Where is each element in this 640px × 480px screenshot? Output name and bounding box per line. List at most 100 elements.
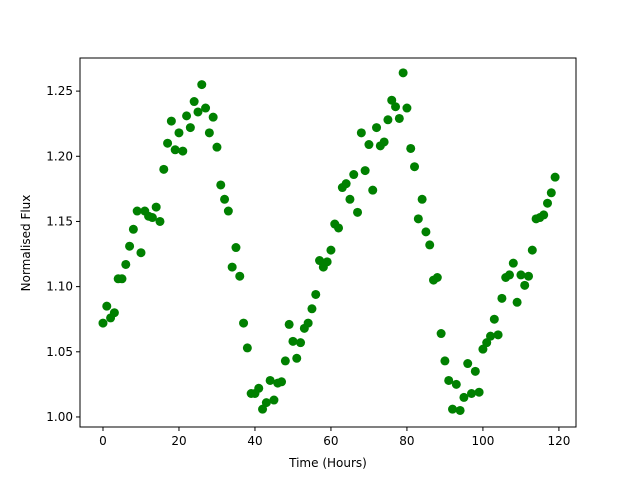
y-tick-label: 1.05 bbox=[46, 345, 73, 359]
data-point bbox=[520, 280, 530, 290]
data-point bbox=[296, 338, 306, 348]
data-point bbox=[546, 188, 556, 198]
data-point bbox=[383, 115, 393, 125]
data-point bbox=[341, 179, 351, 189]
data-point bbox=[489, 314, 499, 324]
data-point bbox=[170, 145, 180, 155]
data-point bbox=[292, 353, 302, 363]
data-point bbox=[391, 102, 401, 112]
data-point bbox=[451, 379, 461, 389]
data-point bbox=[539, 210, 549, 220]
data-point bbox=[136, 248, 146, 258]
y-tick-label: 1.10 bbox=[46, 280, 73, 294]
data-point bbox=[413, 214, 423, 224]
data-point bbox=[315, 256, 325, 266]
data-point bbox=[516, 270, 526, 280]
data-point bbox=[482, 338, 492, 348]
data-point bbox=[151, 202, 161, 212]
data-point bbox=[223, 206, 233, 216]
data-point bbox=[117, 274, 127, 284]
data-point bbox=[201, 103, 211, 113]
data-point bbox=[406, 143, 416, 153]
data-point bbox=[125, 241, 135, 251]
x-tick-label: 80 bbox=[399, 434, 414, 448]
data-point bbox=[448, 404, 458, 414]
data-point bbox=[155, 216, 165, 226]
data-point bbox=[444, 375, 454, 385]
data-point bbox=[432, 272, 442, 282]
x-tick-label: 60 bbox=[323, 434, 338, 448]
data-point bbox=[159, 164, 169, 174]
data-point bbox=[239, 318, 249, 328]
data-point bbox=[178, 146, 188, 156]
data-point bbox=[174, 128, 184, 138]
data-point bbox=[242, 343, 252, 353]
x-tick-label: 100 bbox=[471, 434, 494, 448]
data-point bbox=[132, 206, 142, 216]
y-tick-label: 1.25 bbox=[46, 84, 73, 98]
data-point bbox=[345, 194, 355, 204]
y-axis-label: Normalised Flux bbox=[19, 195, 33, 292]
data-point bbox=[368, 185, 378, 195]
data-point bbox=[303, 318, 313, 328]
data-point bbox=[197, 80, 207, 90]
x-tick-label: 120 bbox=[547, 434, 570, 448]
x-tick-label: 0 bbox=[99, 434, 107, 448]
data-point bbox=[372, 123, 382, 133]
data-point bbox=[182, 111, 192, 121]
data-point bbox=[349, 170, 359, 180]
data-point bbox=[527, 245, 537, 255]
data-point bbox=[379, 137, 389, 147]
data-point bbox=[398, 68, 408, 78]
x-axis-label: Time (Hours) bbox=[288, 456, 367, 470]
data-point bbox=[440, 356, 450, 366]
data-point bbox=[227, 262, 237, 272]
data-point bbox=[467, 389, 477, 399]
data-point bbox=[353, 207, 363, 217]
data-point bbox=[280, 356, 290, 366]
data-point bbox=[128, 224, 138, 234]
data-point bbox=[326, 245, 336, 255]
data-point bbox=[193, 107, 203, 117]
data-point bbox=[402, 103, 412, 113]
data-point bbox=[524, 271, 534, 281]
data-point bbox=[334, 223, 344, 233]
data-point bbox=[356, 128, 366, 138]
data-point bbox=[307, 304, 317, 314]
data-point bbox=[417, 194, 427, 204]
data-point bbox=[505, 270, 515, 280]
data-point bbox=[189, 97, 199, 107]
data-point bbox=[102, 301, 112, 311]
data-point bbox=[421, 227, 431, 237]
y-tick-label: 1.15 bbox=[46, 214, 73, 228]
data-point bbox=[121, 259, 131, 269]
data-point bbox=[98, 318, 108, 328]
data-point bbox=[322, 257, 332, 267]
y-tick-label: 1.00 bbox=[46, 410, 73, 424]
data-point bbox=[220, 194, 230, 204]
x-tick-label: 20 bbox=[171, 434, 186, 448]
data-point bbox=[185, 123, 195, 133]
data-point bbox=[231, 243, 241, 253]
y-tick-label: 1.20 bbox=[46, 149, 73, 163]
data-point bbox=[212, 142, 222, 152]
data-point bbox=[394, 113, 404, 123]
data-point bbox=[269, 395, 279, 405]
data-point bbox=[265, 375, 275, 385]
data-point bbox=[261, 398, 271, 408]
data-point bbox=[425, 240, 435, 250]
data-point bbox=[311, 289, 321, 299]
data-point bbox=[463, 359, 473, 369]
data-point bbox=[109, 308, 119, 318]
data-point bbox=[478, 344, 488, 354]
data-point bbox=[166, 116, 176, 126]
data-point bbox=[288, 336, 298, 346]
plot-frame bbox=[79, 57, 577, 428]
data-point bbox=[470, 366, 480, 376]
data-point bbox=[163, 138, 173, 148]
data-point bbox=[474, 387, 484, 397]
data-point bbox=[512, 297, 522, 307]
data-point bbox=[387, 95, 397, 105]
data-point bbox=[360, 166, 370, 176]
